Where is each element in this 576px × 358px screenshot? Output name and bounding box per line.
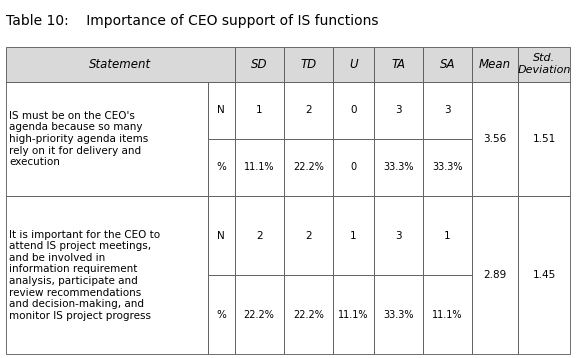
Bar [6, 196, 208, 354]
Text: 11.1%: 11.1% [244, 163, 274, 173]
Bar [333, 196, 374, 275]
Bar [6, 82, 208, 196]
Bar [333, 139, 374, 196]
Bar [472, 196, 518, 354]
Text: SD: SD [251, 58, 267, 71]
Text: 3: 3 [395, 105, 401, 115]
Text: 11.1%: 11.1% [338, 310, 369, 320]
Text: IS must be on the CEO's
agenda because so many
high-priority agenda items
rely o: IS must be on the CEO's agenda because s… [9, 111, 149, 167]
Text: Std.
Deviation: Std. Deviation [517, 53, 571, 75]
Bar [6, 47, 234, 82]
Bar [374, 196, 423, 275]
Bar [518, 47, 570, 82]
Bar [423, 196, 472, 275]
Text: 33.3%: 33.3% [433, 163, 463, 173]
Text: 1: 1 [256, 105, 263, 115]
Text: U: U [349, 58, 358, 71]
Text: Mean: Mean [479, 58, 511, 71]
Bar [518, 196, 570, 354]
Bar [333, 82, 374, 139]
Text: TD: TD [301, 58, 317, 71]
Text: Table 10:    Importance of CEO support of IS functions: Table 10: Importance of CEO support of I… [6, 14, 378, 28]
Bar [518, 82, 570, 196]
Bar [234, 275, 284, 354]
Text: 3.56: 3.56 [483, 134, 507, 144]
Text: SA: SA [440, 58, 455, 71]
Text: 2.89: 2.89 [483, 270, 507, 280]
Bar [423, 47, 472, 82]
Bar [333, 275, 374, 354]
Text: 1: 1 [444, 231, 451, 241]
Text: 1.45: 1.45 [532, 270, 556, 280]
Text: %: % [216, 163, 226, 173]
Text: 3: 3 [395, 231, 401, 241]
Bar [423, 82, 472, 139]
Text: 11.1%: 11.1% [433, 310, 463, 320]
Text: N: N [217, 231, 225, 241]
Text: N: N [217, 105, 225, 115]
Bar [333, 47, 374, 82]
Text: TA: TA [391, 58, 406, 71]
Text: 1: 1 [350, 231, 357, 241]
Bar [284, 47, 333, 82]
Bar [472, 47, 518, 82]
Bar [374, 139, 423, 196]
Bar [208, 196, 234, 275]
Bar [234, 82, 284, 139]
Bar [284, 82, 333, 139]
Bar [208, 139, 234, 196]
Text: 0: 0 [350, 105, 357, 115]
Bar [284, 196, 333, 275]
Text: 22.2%: 22.2% [293, 310, 324, 320]
Text: 2: 2 [256, 231, 263, 241]
Bar [208, 275, 234, 354]
Bar [234, 47, 284, 82]
Bar [423, 275, 472, 354]
Bar [423, 139, 472, 196]
Bar [284, 139, 333, 196]
Text: 22.2%: 22.2% [293, 163, 324, 173]
Text: 2: 2 [305, 105, 312, 115]
Text: 22.2%: 22.2% [244, 310, 275, 320]
Bar [374, 275, 423, 354]
Text: It is important for the CEO to
attend IS project meetings,
and be involved in
in: It is important for the CEO to attend IS… [9, 229, 160, 321]
Text: Statement: Statement [89, 58, 151, 71]
Text: 3: 3 [444, 105, 451, 115]
Text: %: % [216, 310, 226, 320]
Bar [374, 82, 423, 139]
Text: 2: 2 [305, 231, 312, 241]
Bar [234, 196, 284, 275]
Bar [472, 82, 518, 196]
Bar [208, 82, 234, 139]
Text: 33.3%: 33.3% [383, 310, 414, 320]
Bar [374, 47, 423, 82]
Bar [234, 139, 284, 196]
Bar [284, 275, 333, 354]
Text: 33.3%: 33.3% [383, 163, 414, 173]
Text: 1.51: 1.51 [532, 134, 556, 144]
Text: 0: 0 [350, 163, 357, 173]
